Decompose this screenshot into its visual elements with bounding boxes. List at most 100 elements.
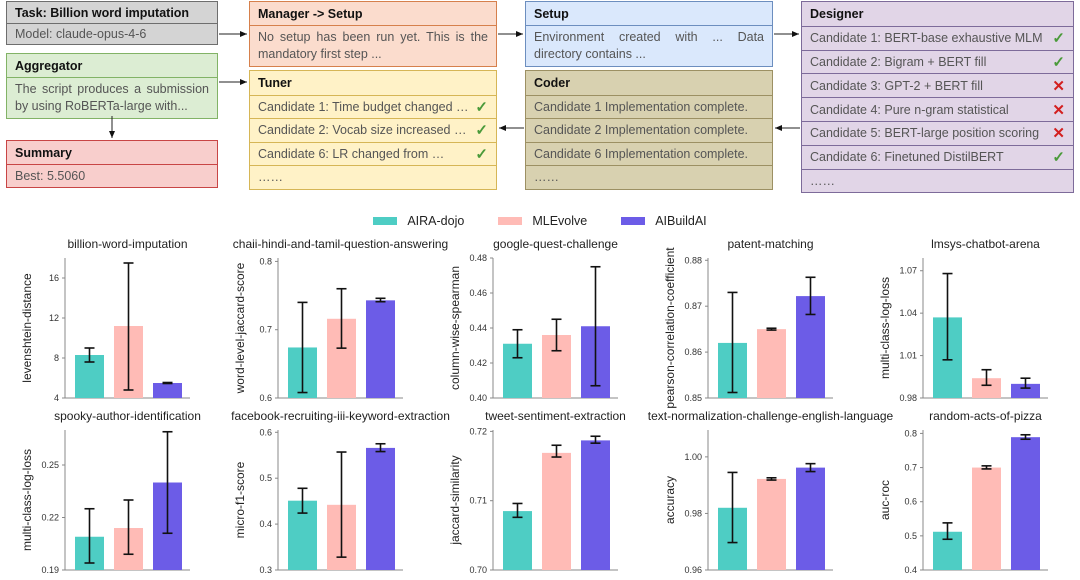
y-tick-label: 0.44 bbox=[469, 323, 487, 333]
y-tick-label: 0.85 bbox=[684, 393, 702, 403]
y-tick-label: 0.40 bbox=[469, 393, 487, 403]
y-tick-label: 0.96 bbox=[684, 565, 702, 575]
chart-title: lmsys-chatbot-arena bbox=[931, 237, 1040, 251]
tuner-box: Tuner Candidate 1: Time budget changed …… bbox=[249, 70, 497, 190]
bar-aibuildai bbox=[366, 300, 395, 398]
tuner-row-label: Candidate 1: Time budget changed … bbox=[258, 99, 469, 114]
bar-mlevolve bbox=[757, 329, 786, 398]
coder-row-label: Candidate 2 Implementation complete. bbox=[534, 123, 749, 138]
summary-text: Best: 5.5060 bbox=[7, 164, 217, 187]
chart-title: random-acts-of-pizza bbox=[929, 409, 1042, 423]
y-axis-label: word-level-jaccard-score bbox=[233, 262, 247, 394]
y-tick-label: 0.8 bbox=[259, 256, 272, 266]
y-tick-label: 4 bbox=[54, 393, 59, 403]
tuner-title: Tuner bbox=[258, 75, 292, 90]
coder-row-label: …… bbox=[534, 170, 559, 185]
y-tick-label: 12 bbox=[49, 313, 59, 323]
y-tick-label: 1.01 bbox=[899, 351, 917, 361]
coder-row-label: Candidate 6 Implementation complete. bbox=[534, 146, 749, 161]
coder-row: Candidate 6 Implementation complete. bbox=[526, 141, 772, 166]
designer-row-label: Candidate 1: BERT-base exhaustive MLM bbox=[810, 31, 1043, 46]
tuner-row: Candidate 2: Vocab size increased … ✓ bbox=[250, 118, 496, 142]
y-tick-label: 0.7 bbox=[259, 325, 272, 335]
y-tick-label: 0.6 bbox=[904, 497, 917, 507]
y-axis-label: micro-f1-score bbox=[233, 461, 247, 538]
designer-row: Candidate 3: GPT-2 + BERT fill ✕ bbox=[802, 73, 1073, 97]
y-tick-label: 0.48 bbox=[469, 253, 487, 263]
coder-row-label: Candidate 1 Implementation complete. bbox=[534, 99, 749, 114]
y-axis-label: column-wise-spearman bbox=[448, 266, 462, 390]
y-tick-label: 1.04 bbox=[899, 308, 917, 318]
tuner-row: …… bbox=[250, 165, 496, 189]
y-tick-label: 1.07 bbox=[899, 266, 917, 276]
bar-mlevolve bbox=[542, 452, 571, 570]
coder-title: Coder bbox=[534, 75, 571, 90]
y-axis-label: auc-roc bbox=[878, 480, 892, 520]
designer-row: Candidate 6: Finetuned DistilBERT ✓ bbox=[802, 144, 1073, 169]
check-icon: ✓ bbox=[475, 98, 488, 116]
bar-aibuildai bbox=[1011, 437, 1040, 570]
designer-row-label: Candidate 5: BERT-large position scoring bbox=[810, 126, 1040, 141]
tuner-row-label: Candidate 6: LR changed from … bbox=[258, 146, 445, 161]
legend-swatch bbox=[621, 217, 646, 225]
y-tick-label: 0.88 bbox=[684, 255, 702, 265]
tuner-row: Candidate 1: Time budget changed … ✓ bbox=[250, 94, 496, 119]
bar-aibuildai bbox=[581, 440, 610, 570]
summary-box: Summary Best: 5.5060 bbox=[6, 140, 218, 188]
cross-icon: ✕ bbox=[1052, 125, 1065, 143]
chart-title: patent-matching bbox=[727, 237, 813, 251]
designer-row-label: Candidate 6: Finetuned DistilBERT bbox=[810, 150, 1004, 165]
chart-title: tweet-sentiment-extraction bbox=[485, 409, 626, 423]
legend-swatch bbox=[373, 217, 398, 225]
y-tick-label: 0.71 bbox=[469, 496, 487, 506]
check-icon: ✓ bbox=[475, 122, 488, 140]
y-tick-label: 0.6 bbox=[259, 427, 272, 437]
y-tick-label: 0.4 bbox=[259, 519, 272, 529]
task-box: Task: Billion word imputation Model: cla… bbox=[6, 1, 218, 45]
y-tick-label: 0.5 bbox=[904, 531, 917, 541]
task-title: Task: Billion word imputation bbox=[15, 5, 190, 20]
y-axis-label: accuracy bbox=[663, 476, 677, 524]
designer-row-label: Candidate 4: Pure n-gram statistical bbox=[810, 102, 1009, 117]
y-tick-label: 0.70 bbox=[469, 565, 487, 575]
y-axis-label: multi-class-log-loss bbox=[20, 449, 34, 551]
chart-title: text-normalization-challenge-english-lan… bbox=[648, 409, 894, 423]
y-tick-label: 0.25 bbox=[41, 460, 59, 470]
y-tick-label: 0.46 bbox=[469, 288, 487, 298]
check-icon: ✓ bbox=[1052, 149, 1065, 167]
setup-title: Setup bbox=[534, 6, 569, 21]
designer-row: …… bbox=[802, 168, 1073, 193]
y-tick-label: 0.42 bbox=[469, 358, 487, 368]
designer-title: Designer bbox=[810, 6, 864, 21]
manager-box: Manager -> Setup No setup has been run y… bbox=[249, 1, 497, 67]
chart-title: facebook-recruiting-iii-keyword-extracti… bbox=[231, 409, 450, 423]
designer-row: Candidate 1: BERT-base exhaustive MLM ✓ bbox=[802, 25, 1073, 50]
check-icon: ✓ bbox=[475, 145, 488, 163]
task-model: Model: claude-opus-4-6 bbox=[7, 23, 217, 44]
bar-aibuildai bbox=[1011, 383, 1040, 398]
legend-label: AIRA-dojo bbox=[407, 214, 465, 228]
y-tick-label: 0.3 bbox=[259, 565, 272, 575]
bar-aibuildai bbox=[366, 447, 395, 570]
cross-icon: ✕ bbox=[1052, 77, 1065, 95]
y-tick-label: 0.19 bbox=[41, 565, 59, 575]
y-tick-label: 0.22 bbox=[41, 513, 59, 523]
y-axis-label: jaccard-similarity bbox=[448, 455, 462, 545]
y-tick-label: 0.4 bbox=[904, 565, 917, 575]
chart-legend: AIRA-dojo MLEvolve AIBuildAI bbox=[0, 214, 1080, 228]
tuner-row-label: …… bbox=[258, 170, 283, 185]
setup-text: Environment created with ... Data direct… bbox=[526, 25, 772, 66]
y-tick-label: 0.8 bbox=[904, 428, 917, 438]
legend-item-aibuildai: AIBuildAI bbox=[621, 214, 707, 228]
designer-box: Designer Candidate 1: BERT-base exhausti… bbox=[801, 1, 1074, 194]
legend-item-mlevolve: MLEvolve bbox=[498, 214, 587, 228]
coder-box: Coder Candidate 1 Implementation complet… bbox=[525, 70, 773, 190]
bar-aibuildai bbox=[796, 467, 825, 570]
designer-row-label: …… bbox=[810, 173, 835, 188]
setup-box: Setup Environment created with ... Data … bbox=[525, 1, 773, 67]
designer-row: Candidate 2: Bigram + BERT fill ✓ bbox=[802, 49, 1073, 74]
y-tick-label: 0.87 bbox=[684, 301, 702, 311]
y-tick-label: 0.98 bbox=[684, 508, 702, 518]
y-tick-label: 1.00 bbox=[684, 452, 702, 462]
y-tick-label: 8 bbox=[54, 353, 59, 363]
